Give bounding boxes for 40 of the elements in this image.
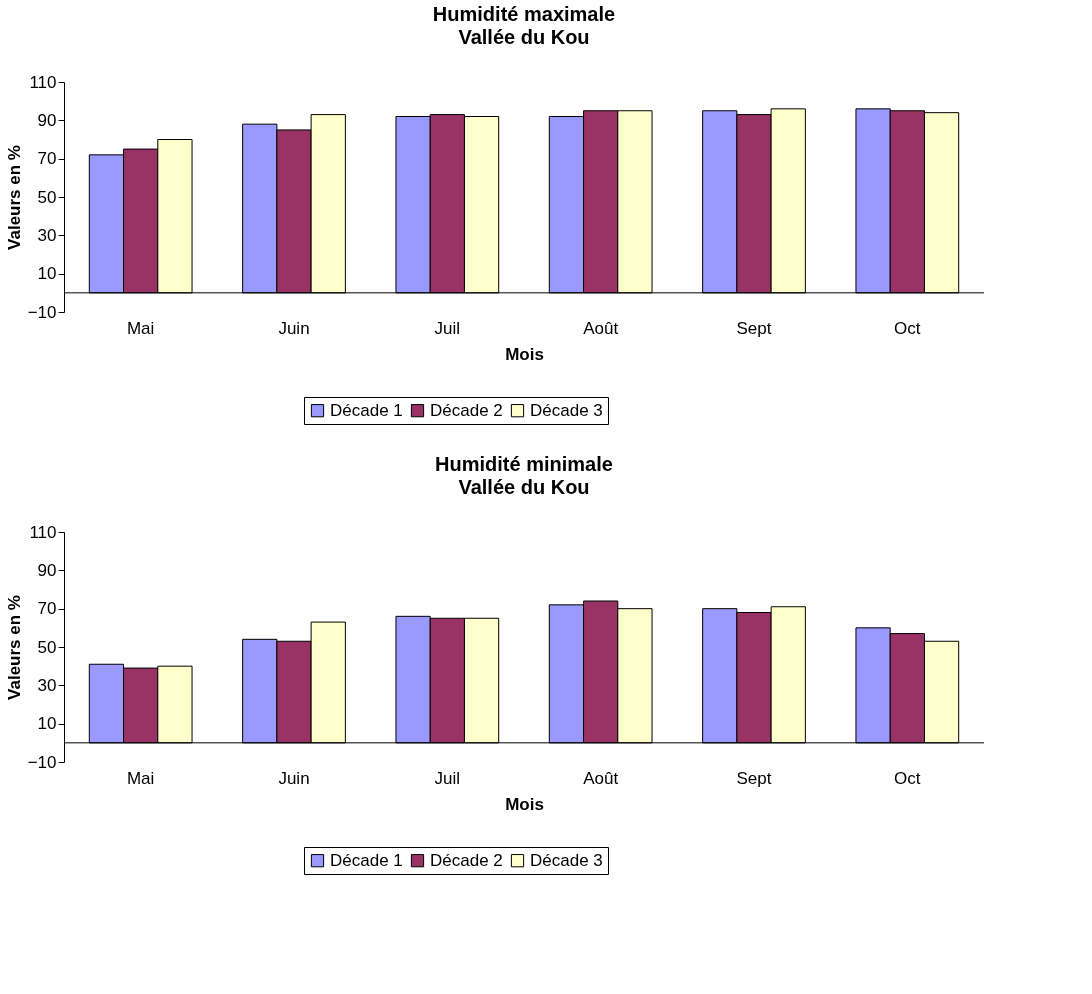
y-tick-label: −10 — [27, 302, 57, 322]
y-tick-label: 30 — [37, 675, 57, 695]
legend-label: Décade 3 — [530, 850, 603, 870]
x-axis-title: Mois — [505, 344, 544, 364]
x-tick-label: Sept — [736, 318, 772, 338]
legend-label: Décade 3 — [530, 400, 603, 420]
legend-label: Décade 1 — [330, 400, 403, 420]
chart-subtitle: Vallée du Kou — [458, 476, 590, 498]
x-tick-label: Août — [583, 318, 619, 338]
y-tick-label: 90 — [37, 560, 57, 580]
x-tick-label: Mai — [126, 318, 155, 338]
chart-subtitle: Vallée du Kou — [458, 26, 590, 48]
y-axis-title: Valeurs en % — [4, 145, 24, 250]
legend-label: Décade 2 — [430, 400, 503, 420]
chart-title: Humidité minimale — [435, 453, 613, 475]
x-tick-label: Juil — [434, 768, 461, 788]
y-tick-label: 90 — [37, 110, 57, 130]
y-tick-label: 50 — [37, 187, 57, 207]
y-tick-label: 110 — [29, 522, 57, 542]
x-axis-title: Mois — [505, 794, 544, 814]
y-tick-label: 10 — [37, 264, 57, 284]
x-tick-label: Mai — [126, 768, 155, 788]
x-tick-label: Août — [583, 768, 619, 788]
y-axis-title: Valeurs en % — [4, 595, 24, 700]
x-tick-label: Juil — [434, 318, 461, 338]
x-tick-label: Oct — [894, 318, 921, 338]
x-tick-label: Juin — [278, 318, 310, 338]
y-tick-label: 50 — [37, 637, 57, 657]
y-tick-label: 70 — [37, 599, 57, 619]
y-tick-label: 10 — [37, 714, 57, 734]
x-tick-label: Juin — [278, 768, 310, 788]
y-tick-label: 30 — [37, 225, 57, 245]
x-tick-label: Sept — [736, 768, 772, 788]
legend-label: Décade 1 — [330, 850, 403, 870]
y-tick-label: 70 — [37, 149, 57, 169]
x-tick-label: Oct — [894, 768, 921, 788]
legend-label: Décade 2 — [430, 850, 503, 870]
chart-title: Humidité maximale — [432, 3, 616, 25]
y-tick-label: 110 — [29, 72, 57, 92]
y-tick-label: −10 — [27, 752, 57, 772]
